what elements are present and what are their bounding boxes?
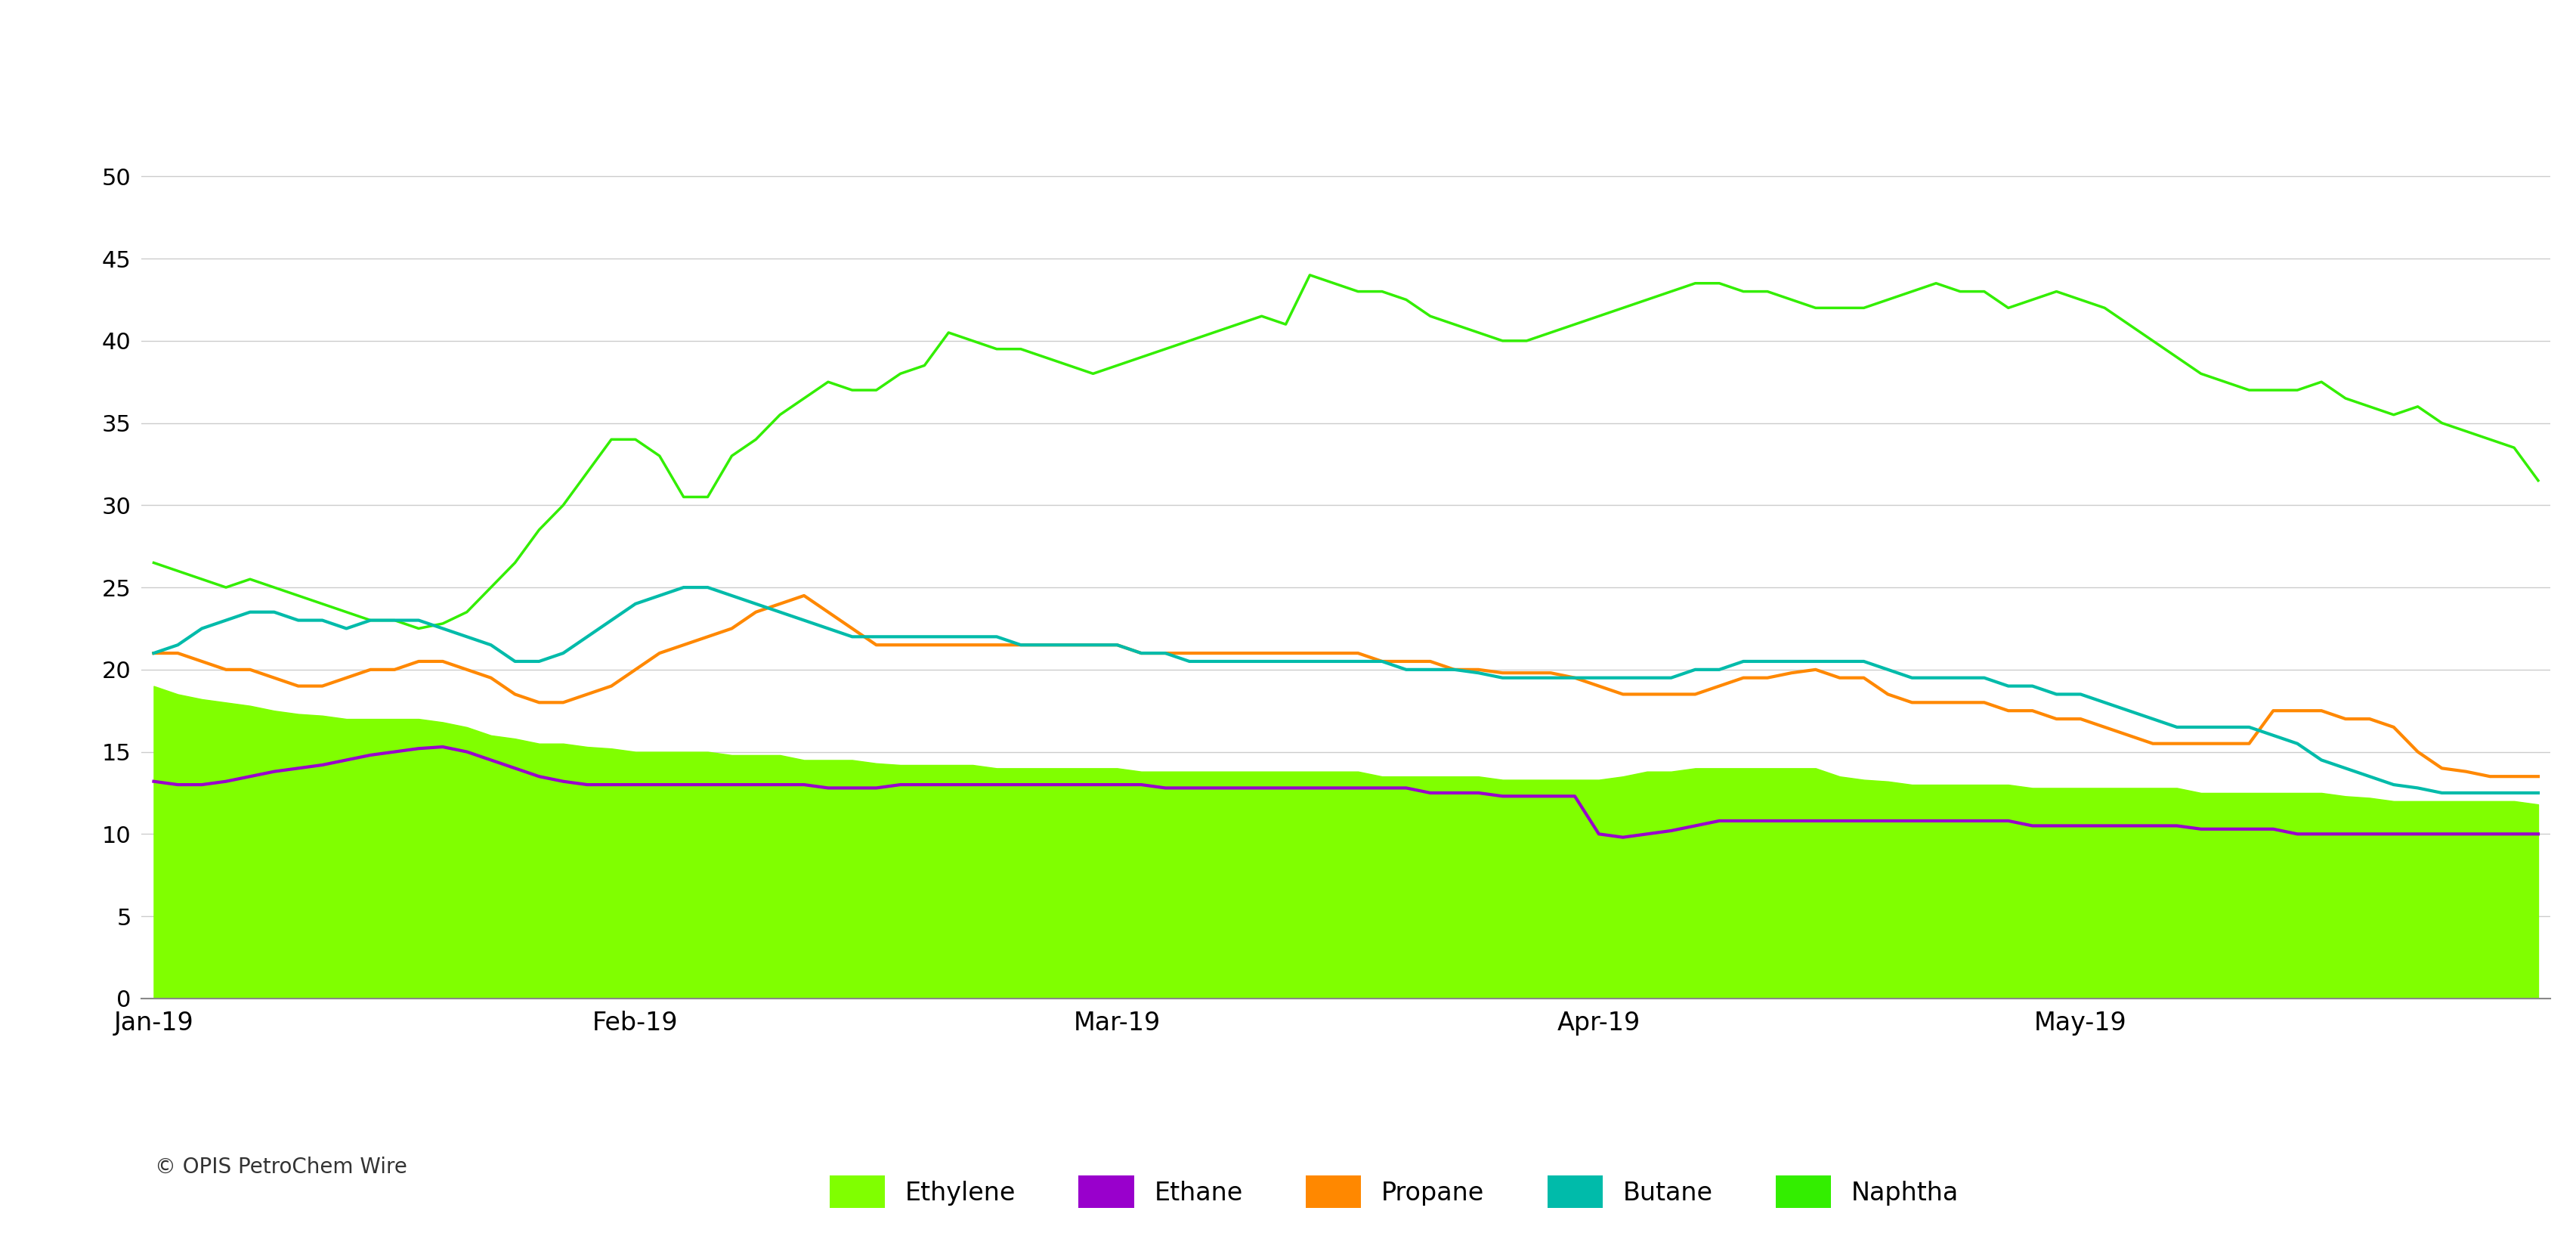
- Text: © OPIS PetroChem Wire: © OPIS PetroChem Wire: [155, 1157, 407, 1177]
- Text: Spot Ethylene Versus Its Feedstocks (cents per pound): Spot Ethylene Versus Its Feedstocks (cen…: [46, 41, 1154, 75]
- Legend: Ethylene, Ethane, Propane, Butane, Naphtha: Ethylene, Ethane, Propane, Butane, Napht…: [829, 1176, 1958, 1208]
